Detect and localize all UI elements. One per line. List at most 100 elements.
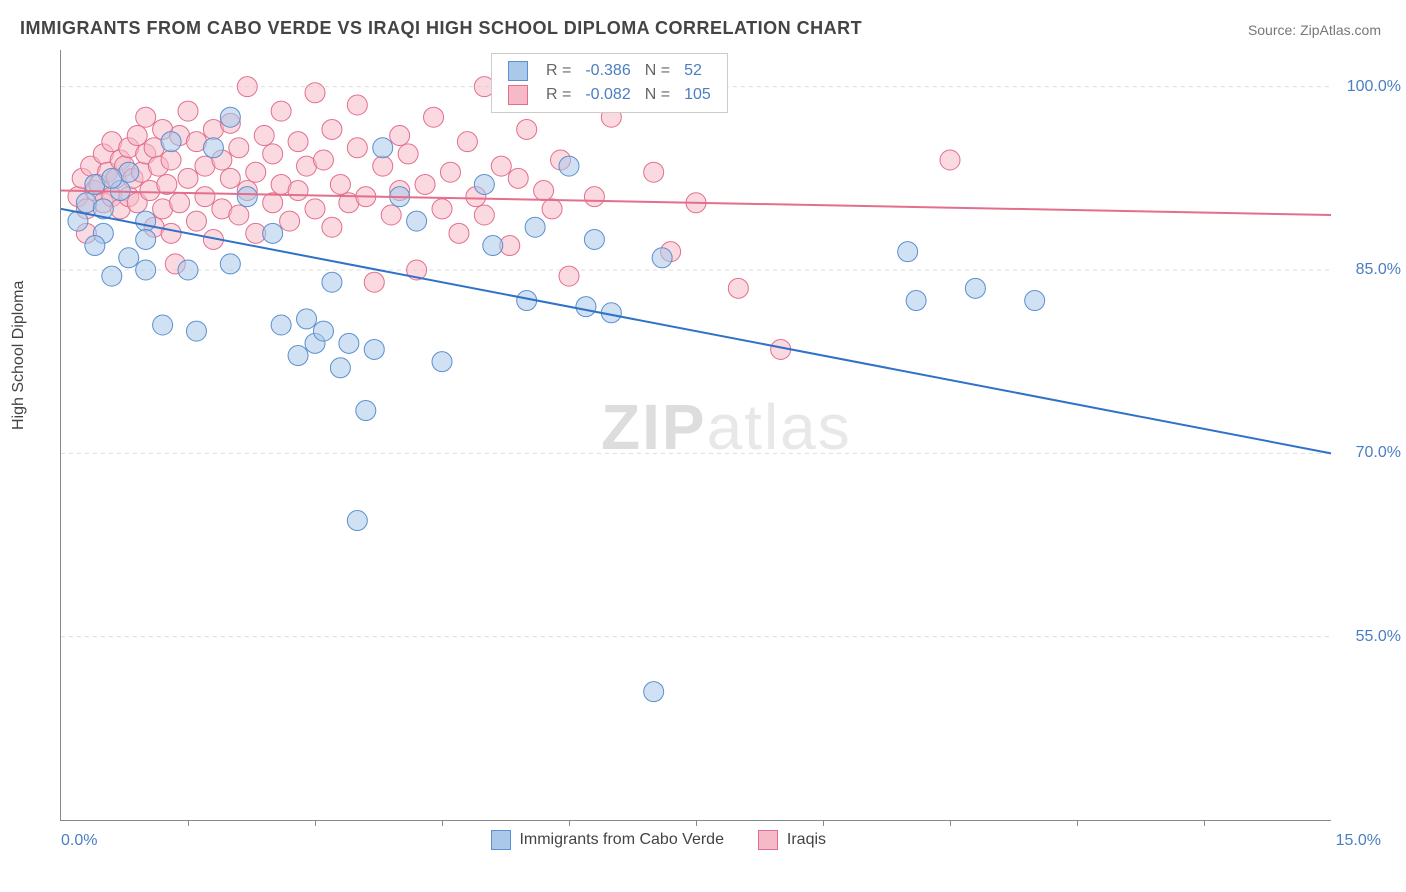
- data-point-cabo: [1025, 291, 1045, 311]
- data-point-cabo: [525, 217, 545, 237]
- data-point-iraqis: [330, 174, 350, 194]
- correlation-legend: R = -0.386 N = 52 R = -0.082 N = 105: [491, 53, 728, 113]
- n-value-iraqis: 105: [678, 84, 717, 106]
- data-point-cabo: [102, 168, 122, 188]
- y-tick-label: 100.0%: [1347, 78, 1401, 96]
- data-point-cabo: [288, 346, 308, 366]
- data-point-iraqis: [517, 119, 537, 139]
- data-point-cabo: [356, 401, 376, 421]
- data-point-cabo: [898, 242, 918, 262]
- data-point-iraqis: [381, 205, 401, 225]
- data-point-cabo: [186, 321, 206, 341]
- r-label: R =: [540, 60, 577, 82]
- data-point-iraqis: [644, 162, 664, 182]
- data-point-iraqis: [288, 132, 308, 152]
- n-label: N =: [639, 60, 676, 82]
- data-point-iraqis: [195, 187, 215, 207]
- legend-label-iraqis: Iraqis: [787, 831, 826, 848]
- data-point-iraqis: [136, 107, 156, 127]
- data-point-cabo: [263, 223, 283, 243]
- data-point-iraqis: [398, 144, 418, 164]
- data-point-iraqis: [170, 193, 190, 213]
- data-point-iraqis: [305, 83, 325, 103]
- data-point-iraqis: [186, 211, 206, 231]
- data-point-iraqis: [542, 199, 562, 219]
- data-point-iraqis: [728, 278, 748, 298]
- data-point-cabo: [330, 358, 350, 378]
- data-point-cabo: [119, 248, 139, 268]
- scatter-svg: [61, 50, 1331, 820]
- x-minor-tick: [442, 820, 443, 826]
- chart-title: IMMIGRANTS FROM CABO VERDE VS IRAQI HIGH…: [20, 18, 862, 39]
- data-point-iraqis: [161, 150, 181, 170]
- data-point-iraqis: [347, 95, 367, 115]
- data-point-iraqis: [313, 150, 333, 170]
- swatch-iraqis: [758, 830, 778, 850]
- swatch-iraqis: [508, 85, 528, 105]
- y-tick-label: 85.0%: [1356, 261, 1401, 279]
- data-point-iraqis: [237, 77, 257, 97]
- x-tick-label: 0.0%: [61, 832, 97, 850]
- data-point-cabo: [474, 174, 494, 194]
- data-point-iraqis: [280, 211, 300, 231]
- data-point-iraqis: [424, 107, 444, 127]
- data-point-cabo: [136, 229, 156, 249]
- data-point-cabo: [178, 260, 198, 280]
- data-point-iraqis: [508, 168, 528, 188]
- data-point-iraqis: [415, 174, 435, 194]
- data-point-cabo: [322, 272, 342, 292]
- data-point-iraqis: [373, 156, 393, 176]
- source-attribution: Source: ZipAtlas.com: [1248, 22, 1381, 38]
- data-point-iraqis: [364, 272, 384, 292]
- data-point-iraqis: [161, 223, 181, 243]
- data-point-iraqis: [440, 162, 460, 182]
- data-point-iraqis: [263, 193, 283, 213]
- data-point-cabo: [483, 236, 503, 256]
- data-point-iraqis: [390, 126, 410, 146]
- data-point-cabo: [271, 315, 291, 335]
- data-point-iraqis: [534, 181, 554, 201]
- data-point-cabo: [85, 236, 105, 256]
- data-point-cabo: [584, 229, 604, 249]
- x-minor-tick: [696, 820, 697, 826]
- n-label: N =: [639, 84, 676, 106]
- x-minor-tick: [569, 820, 570, 826]
- data-point-iraqis: [246, 162, 266, 182]
- data-point-iraqis: [940, 150, 960, 170]
- r-label: R =: [540, 84, 577, 106]
- x-minor-tick: [823, 820, 824, 826]
- x-tick-label: 15.0%: [1336, 832, 1381, 850]
- data-point-iraqis: [229, 205, 249, 225]
- data-point-cabo: [373, 138, 393, 158]
- legend-item-iraqis: Iraqis: [758, 830, 826, 850]
- data-point-iraqis: [432, 199, 452, 219]
- data-point-cabo: [203, 138, 223, 158]
- data-point-iraqis: [457, 132, 477, 152]
- data-point-iraqis: [584, 187, 604, 207]
- legend-label-cabo: Immigrants from Cabo Verde: [519, 831, 724, 848]
- data-point-cabo: [153, 315, 173, 335]
- data-point-cabo: [652, 248, 672, 268]
- data-point-cabo: [220, 254, 240, 274]
- data-point-iraqis: [449, 223, 469, 243]
- swatch-cabo: [508, 61, 528, 81]
- y-axis-label: High School Diploma: [10, 281, 28, 430]
- data-point-cabo: [313, 321, 333, 341]
- data-point-iraqis: [322, 217, 342, 237]
- x-minor-tick: [1204, 820, 1205, 826]
- data-point-cabo: [644, 682, 664, 702]
- data-point-cabo: [432, 352, 452, 372]
- legend-item-cabo: Immigrants from Cabo Verde: [491, 830, 724, 850]
- data-point-iraqis: [178, 101, 198, 121]
- data-point-iraqis: [157, 174, 177, 194]
- data-point-iraqis: [271, 101, 291, 121]
- data-point-iraqis: [220, 168, 240, 188]
- data-point-iraqis: [288, 181, 308, 201]
- data-point-iraqis: [305, 199, 325, 219]
- r-value-cabo: -0.386: [579, 60, 636, 82]
- r-value-iraqis: -0.082: [579, 84, 636, 106]
- source-name: ZipAtlas.com: [1300, 22, 1381, 38]
- series-legend: Immigrants from Cabo Verde Iraqis: [491, 830, 856, 850]
- data-point-cabo: [347, 511, 367, 531]
- data-point-cabo: [906, 291, 926, 311]
